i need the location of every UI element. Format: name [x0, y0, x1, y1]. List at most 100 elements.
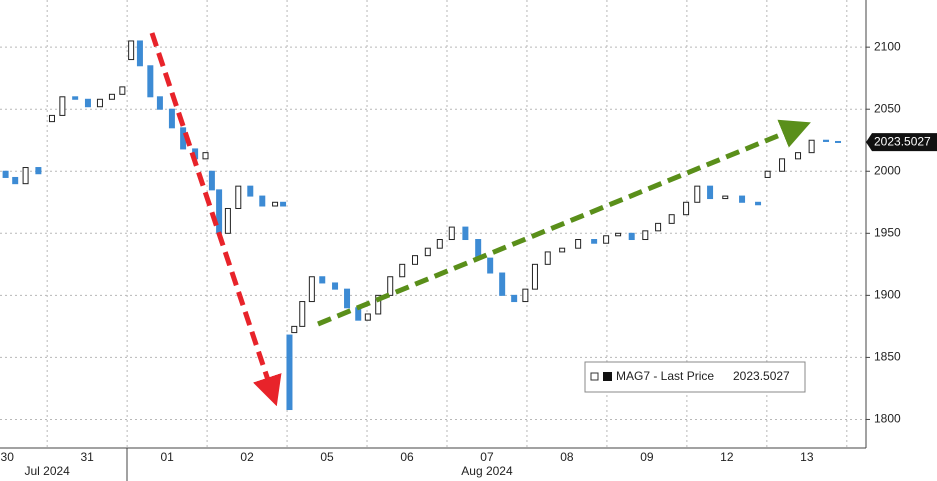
candle-body: [531, 263, 538, 290]
grid: [0, 0, 866, 448]
y-tick-label: 1950: [874, 225, 901, 239]
candle-body: [48, 114, 55, 123]
candle-body: [272, 201, 279, 207]
x-tick-label: 13: [800, 450, 814, 464]
candle-body: [299, 301, 306, 327]
legend-label: MAG7 - Last Price: [616, 369, 714, 383]
legend-value: 2023.5027: [733, 369, 790, 383]
candle-body: [247, 185, 254, 197]
y-tick-label: 1850: [874, 350, 901, 364]
candle-body: [591, 239, 598, 244]
candle-body: [835, 140, 842, 143]
x-tick-label: 31: [80, 450, 94, 464]
x-tick-label: 30: [1, 450, 15, 464]
candle-body: [722, 195, 729, 200]
candle-body: [795, 152, 802, 160]
candle-body: [108, 93, 115, 100]
candle-body: [544, 251, 551, 265]
candle-body: [615, 232, 622, 237]
candle-body: [642, 230, 649, 241]
candle-body: [128, 40, 135, 61]
y-tick-label: 2000: [874, 163, 901, 177]
candle-body: [59, 96, 66, 116]
candle-body: [462, 226, 469, 241]
candle-body: [96, 98, 103, 108]
candle-body: [332, 282, 339, 290]
candle-body: [694, 185, 701, 203]
candle-body: [707, 185, 714, 200]
month-label: Aug 2024: [461, 464, 513, 478]
candle-body: [655, 222, 662, 232]
candle-body: [424, 247, 431, 257]
candle-body: [375, 294, 382, 315]
candle-body: [412, 255, 419, 265]
x-tick-label: 01: [160, 450, 174, 464]
up-arrow: [317, 119, 811, 327]
legend-box: [584, 361, 806, 393]
candle-body: [522, 288, 529, 303]
y-tick-label: 2100: [874, 39, 901, 53]
candle-body: [156, 96, 163, 110]
candle-body: [2, 170, 9, 178]
candle-body: [319, 276, 326, 284]
x-tick-label: 07: [480, 450, 494, 464]
candle-body: [119, 86, 126, 95]
x-tick-label: 09: [640, 450, 654, 464]
legend-swatch-up: [590, 372, 599, 381]
candle-body: [448, 226, 455, 241]
tag-label: 2023.5027: [874, 134, 931, 148]
candle-body: [399, 263, 406, 278]
candle-body: [364, 313, 371, 321]
candle-body: [35, 167, 42, 175]
candle-body: [779, 158, 786, 172]
candle-body: [823, 139, 830, 142]
candle-body: [286, 334, 293, 411]
candle-body: [436, 239, 443, 249]
candle-body: [235, 185, 242, 209]
month-label: Jul 2024: [24, 464, 70, 478]
candle-body: [668, 214, 675, 224]
candle-body: [755, 201, 762, 206]
candle-body: [280, 201, 287, 207]
x-tick-label: 02: [240, 450, 254, 464]
candle-body: [216, 189, 223, 234]
candle-body: [499, 272, 506, 296]
candle-body: [628, 232, 635, 241]
candle-body: [224, 207, 231, 234]
x-tick-label: 05: [320, 450, 334, 464]
down-arrow: [149, 32, 282, 407]
tag-shape: [866, 133, 937, 152]
candle-body: [308, 276, 315, 303]
candle-body: [683, 201, 690, 216]
candle-body: [259, 195, 266, 207]
candle-body: [202, 152, 209, 160]
candle-body: [136, 40, 143, 67]
candle-body: [72, 96, 79, 100]
candle-body: [739, 195, 746, 203]
candle-body: [511, 294, 518, 303]
legend-swatch-down: [603, 372, 612, 381]
x-tick-label: 06: [400, 450, 414, 464]
candle-body: [168, 108, 175, 129]
candle-body: [487, 257, 494, 274]
legend: MAG7 - Last Price 2023.5027: [584, 361, 806, 393]
last-price-tag: 2023.5027: [866, 133, 937, 152]
candle-body: [808, 139, 815, 154]
candle-body: [147, 65, 154, 98]
candle-body: [559, 247, 566, 253]
candle-body: [291, 325, 298, 334]
y-tick-label: 1900: [874, 288, 901, 302]
x-tick-label: 12: [720, 450, 734, 464]
y-tick-label: 1800: [874, 412, 901, 426]
candle-body: [208, 170, 215, 191]
candle-body: [575, 239, 582, 249]
candles: [2, 40, 842, 411]
candle-body: [603, 235, 610, 244]
candle-body: [12, 176, 19, 185]
y-tick-label: 2050: [874, 101, 901, 115]
candle-body: [344, 288, 351, 309]
candle-body: [764, 170, 771, 178]
candle-body: [84, 98, 91, 108]
x-tick-label: 08: [560, 450, 574, 464]
